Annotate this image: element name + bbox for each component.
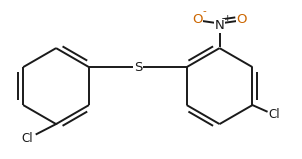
Text: O: O bbox=[192, 13, 203, 26]
Text: Cl: Cl bbox=[21, 132, 33, 145]
Text: O: O bbox=[236, 13, 247, 26]
Text: -: - bbox=[203, 6, 207, 16]
Text: +: + bbox=[223, 14, 230, 23]
Text: Cl: Cl bbox=[269, 108, 281, 121]
Text: S: S bbox=[133, 61, 142, 74]
Text: N: N bbox=[215, 19, 224, 32]
